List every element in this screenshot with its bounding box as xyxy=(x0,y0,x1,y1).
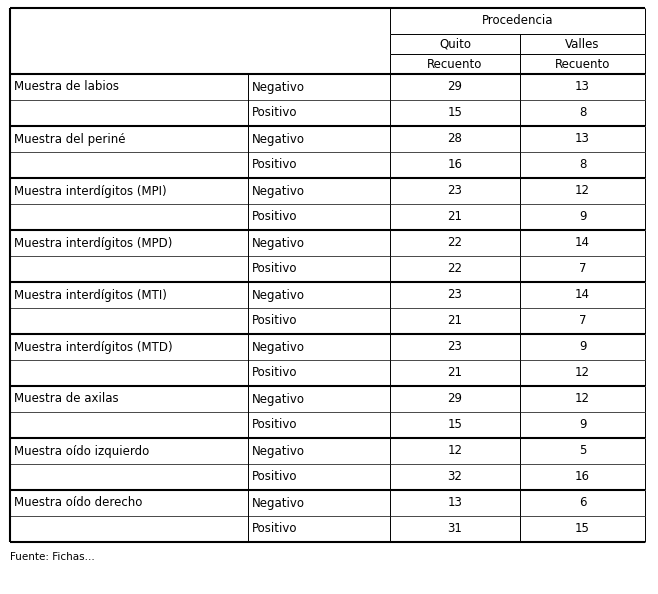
Text: 29: 29 xyxy=(447,81,463,93)
Text: 23: 23 xyxy=(447,185,463,197)
Text: 13: 13 xyxy=(575,132,590,146)
Text: 6: 6 xyxy=(579,497,586,510)
Text: Positivo: Positivo xyxy=(252,366,297,380)
Text: Recuento: Recuento xyxy=(427,58,483,71)
Text: 21: 21 xyxy=(447,210,463,223)
Text: 21: 21 xyxy=(447,314,463,327)
Text: 29: 29 xyxy=(447,393,463,406)
Text: 13: 13 xyxy=(575,81,590,93)
Text: Fuente: Fichas...: Fuente: Fichas... xyxy=(10,552,95,562)
Text: Positivo: Positivo xyxy=(252,106,297,119)
Text: Positivo: Positivo xyxy=(252,314,297,327)
Text: Muestra de labios: Muestra de labios xyxy=(14,81,119,93)
Text: 7: 7 xyxy=(579,314,586,327)
Text: Positivo: Positivo xyxy=(252,263,297,276)
Text: 15: 15 xyxy=(575,523,590,536)
Text: Quito: Quito xyxy=(439,37,471,50)
Text: Muestra interdígitos (MPI): Muestra interdígitos (MPI) xyxy=(14,185,166,197)
Text: Muestra interdígitos (MTD): Muestra interdígitos (MTD) xyxy=(14,340,172,353)
Text: Muestra de axilas: Muestra de axilas xyxy=(14,393,118,406)
Text: 12: 12 xyxy=(575,185,590,197)
Text: Muestra interdígitos (MTI): Muestra interdígitos (MTI) xyxy=(14,289,167,302)
Text: 8: 8 xyxy=(579,159,586,172)
Text: 13: 13 xyxy=(447,497,463,510)
Text: Negativo: Negativo xyxy=(252,340,305,353)
Text: 14: 14 xyxy=(575,289,590,302)
Text: Procedencia: Procedencia xyxy=(482,14,553,27)
Text: Muestra del periné: Muestra del periné xyxy=(14,132,126,146)
Text: Muestra oído derecho: Muestra oído derecho xyxy=(14,497,142,510)
Text: 12: 12 xyxy=(447,444,463,457)
Text: 8: 8 xyxy=(579,106,586,119)
Text: 5: 5 xyxy=(579,444,586,457)
Text: Negativo: Negativo xyxy=(252,393,305,406)
Text: Positivo: Positivo xyxy=(252,470,297,484)
Text: 23: 23 xyxy=(447,289,463,302)
Text: Negativo: Negativo xyxy=(252,132,305,146)
Text: Positivo: Positivo xyxy=(252,159,297,172)
Text: 16: 16 xyxy=(447,159,463,172)
Text: 23: 23 xyxy=(447,340,463,353)
Text: Negativo: Negativo xyxy=(252,81,305,93)
Text: Negativo: Negativo xyxy=(252,444,305,457)
Text: 15: 15 xyxy=(447,106,463,119)
Text: Valles: Valles xyxy=(565,37,599,50)
Text: 16: 16 xyxy=(575,470,590,484)
Text: Muestra oído izquierdo: Muestra oído izquierdo xyxy=(14,444,149,457)
Text: 12: 12 xyxy=(575,366,590,380)
Text: Negativo: Negativo xyxy=(252,497,305,510)
Text: 14: 14 xyxy=(575,236,590,249)
Text: 22: 22 xyxy=(447,236,463,249)
Text: 15: 15 xyxy=(447,419,463,431)
Text: Recuento: Recuento xyxy=(555,58,610,71)
Text: Positivo: Positivo xyxy=(252,523,297,536)
Text: Negativo: Negativo xyxy=(252,289,305,302)
Text: Positivo: Positivo xyxy=(252,419,297,431)
Text: 32: 32 xyxy=(447,470,463,484)
Text: 22: 22 xyxy=(447,263,463,276)
Text: 9: 9 xyxy=(579,340,586,353)
Text: 28: 28 xyxy=(447,132,463,146)
Text: Negativo: Negativo xyxy=(252,185,305,197)
Text: Positivo: Positivo xyxy=(252,210,297,223)
Text: 9: 9 xyxy=(579,210,586,223)
Text: 9: 9 xyxy=(579,419,586,431)
Text: 7: 7 xyxy=(579,263,586,276)
Text: Negativo: Negativo xyxy=(252,236,305,249)
Text: Muestra interdígitos (MPD): Muestra interdígitos (MPD) xyxy=(14,236,172,249)
Text: 21: 21 xyxy=(447,366,463,380)
Text: 31: 31 xyxy=(447,523,463,536)
Text: 12: 12 xyxy=(575,393,590,406)
